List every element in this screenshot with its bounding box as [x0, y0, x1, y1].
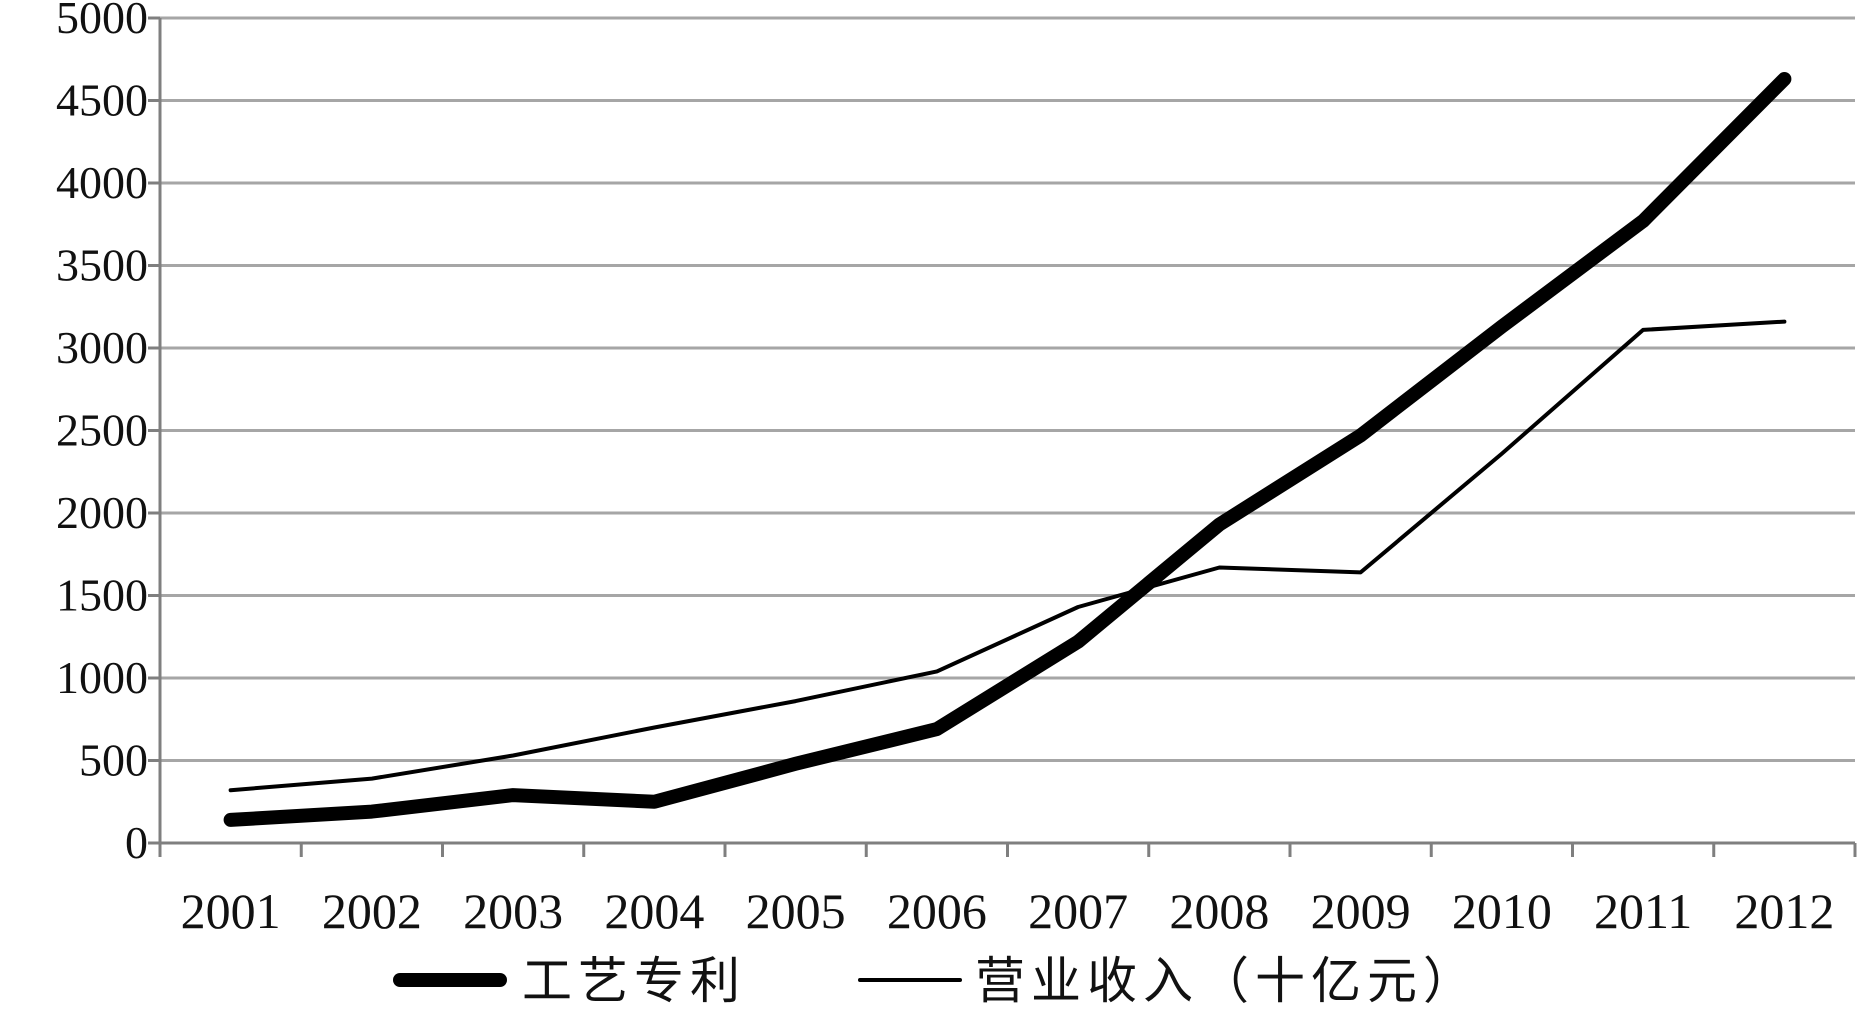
y-tick-label: 3000 — [56, 322, 148, 373]
y-tick-label: 1500 — [56, 570, 148, 621]
x-tick-label: 2006 — [887, 883, 987, 939]
x-tick-label: 2008 — [1169, 883, 1269, 939]
y-tick-label: 2500 — [56, 405, 148, 456]
legend-label: 营业收入（十亿元） — [975, 953, 1479, 1007]
series-lines — [231, 79, 1785, 820]
x-tick-label: 2004 — [604, 883, 704, 939]
y-tick-label: 2000 — [56, 487, 148, 538]
gridlines — [160, 18, 1855, 761]
x-tick-label: 2007 — [1028, 883, 1128, 939]
x-tick-label: 2012 — [1734, 883, 1834, 939]
y-tick-label: 500 — [79, 735, 148, 786]
legend: 工艺专利 营业收入（十亿元） — [400, 953, 1479, 1007]
y-tick-label: 0 — [125, 817, 148, 868]
y-tick-labels: 0 500 1000 1500 2000 2500 3000 3500 4000 4500 5000 — [56, 0, 148, 868]
x-tick-label: 2010 — [1452, 883, 1552, 939]
y-tick-label: 4000 — [56, 157, 148, 208]
y-tick-label: 4500 — [56, 75, 148, 126]
x-tick-label: 2009 — [1311, 883, 1411, 939]
y-tick-label: 1000 — [56, 652, 148, 703]
series-line-2 — [231, 322, 1785, 791]
legend-label: 工艺专利 — [522, 953, 746, 1007]
axes — [148, 18, 1855, 857]
x-tick-label: 2011 — [1594, 883, 1692, 939]
x-tick-label: 2002 — [322, 883, 422, 939]
x-tick-labels: 2001 2002 2003 2004 2005 2006 2007 2008 2009 2010… — [181, 883, 1835, 939]
x-tick-label: 2001 — [181, 883, 281, 939]
x-tick-label: 2005 — [746, 883, 846, 939]
series-line-1 — [231, 79, 1785, 820]
x-tick-label: 2003 — [463, 883, 563, 939]
y-tick-label: 5000 — [56, 0, 148, 43]
y-tick-label: 3500 — [56, 240, 148, 291]
